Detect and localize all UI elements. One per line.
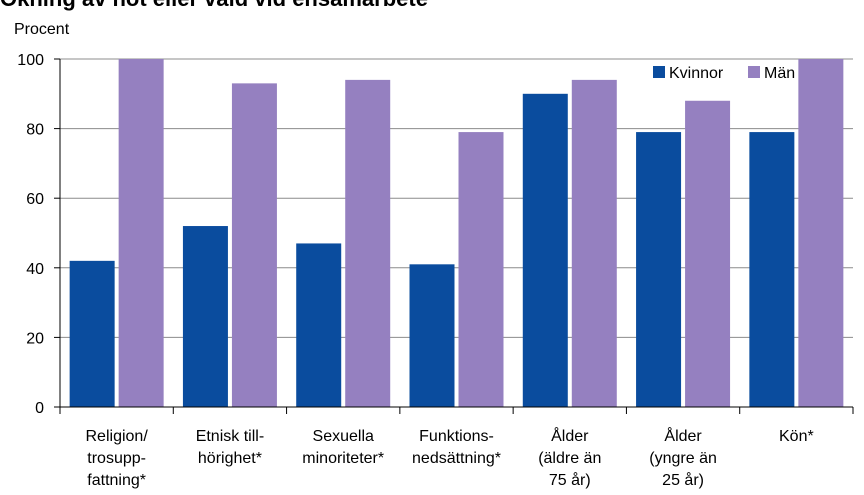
bar-kvinnor-1 — [182, 226, 228, 407]
bar-kvinnor-6 — [749, 132, 795, 407]
category-label: Etnisk till-hörighet* — [196, 428, 264, 467]
bar-kvinnor-0 — [69, 260, 115, 407]
category-label: Kön* — [779, 428, 814, 445]
legend-label: Kvinnor — [669, 65, 724, 82]
y-tick-label: 40 — [26, 261, 44, 278]
bar-m-n-3 — [458, 132, 504, 407]
legend-label: Män — [764, 65, 795, 82]
bar-kvinnor-5 — [636, 132, 682, 407]
bar-kvinnor-2 — [296, 243, 342, 407]
y-tick-label: 100 — [17, 52, 44, 69]
bar-m-n-4 — [571, 79, 617, 407]
axes — [54, 58, 854, 414]
bar-m-n-6 — [798, 59, 844, 407]
y-tick-label: 20 — [26, 330, 44, 347]
legend-swatch — [748, 66, 760, 78]
category-label: Religion/trosupp-fattning* — [86, 428, 149, 489]
y-tick-label: 60 — [26, 191, 44, 208]
y-axis-label: Procent — [14, 21, 70, 38]
category-label: Ålder (äldre än 75 år) — [538, 426, 601, 489]
legend: Kvinnor Män — [653, 65, 795, 82]
category-label: Sexuella minoriteter* — [302, 428, 384, 467]
gridlines — [60, 58, 853, 338]
y-tick-label: 0 — [35, 400, 44, 417]
category-label: Ålder (yngre än 25 år) — [649, 426, 717, 489]
bar-m-n-5 — [685, 100, 731, 407]
bar-kvinnor-3 — [409, 264, 455, 407]
y-tick-label: 80 — [26, 122, 44, 139]
bar-m-n-2 — [345, 79, 391, 407]
legend-swatch — [653, 66, 665, 78]
y-tick-labels: 0 20 40 60 80 100 — [17, 52, 44, 417]
bar-m-n-0 — [118, 59, 164, 407]
bar-m-n-1 — [231, 83, 277, 408]
category-labels: Religion/trosupp-fattning* Etnisk till-hö… — [86, 426, 814, 489]
bar-kvinnor-4 — [522, 93, 568, 408]
bars — [69, 59, 844, 408]
category-label: Funktions-nedsättning* — [412, 428, 501, 467]
chart-title: Ökning av hot eller våld vid ensamarbete — [0, 0, 428, 12]
